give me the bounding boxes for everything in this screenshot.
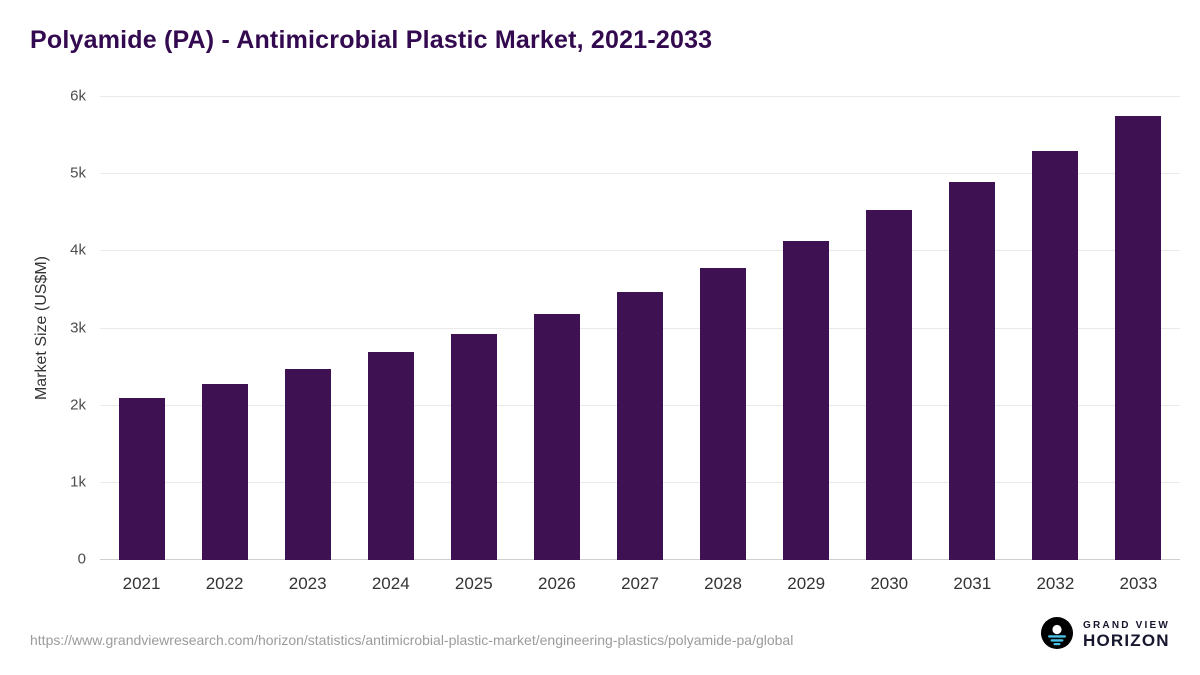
bar-slot-2022: 2022 — [183, 97, 266, 593]
bar-2030 — [866, 210, 913, 560]
bar-slot-2028: 2028 — [682, 97, 765, 593]
bar-slot-2029: 2029 — [765, 97, 848, 593]
y-tick-label: 0 — [77, 550, 86, 568]
bar-2021 — [118, 397, 165, 560]
y-axis-title: Market Size (US$M) — [33, 255, 50, 401]
bar-2029 — [783, 240, 830, 560]
gridline-4k: 4k — [70, 242, 1180, 259]
brand-name-bottom: HORIZON — [1083, 631, 1170, 651]
y-tick-label: 5k — [70, 164, 86, 182]
plot-area: 0 1k 2k 3k 4k 5k 6k 2021 2022 2023 2024 2025 2026 20… — [70, 88, 1180, 593]
bar-2024 — [367, 352, 414, 560]
bar-2022 — [201, 384, 248, 560]
y-tick-label: 3k — [70, 319, 86, 336]
bar-2025 — [450, 333, 497, 560]
x-tick-label-2026: 2026 — [538, 574, 576, 593]
bar-slot-2026: 2026 — [515, 97, 598, 593]
x-tick-label-2024: 2024 — [371, 574, 410, 593]
y-tick-label: 1k — [70, 473, 86, 491]
x-tick-label-2030: 2030 — [870, 574, 909, 593]
gridline-5k: 5k — [70, 165, 1180, 182]
bar-slot-2021: 2021 — [100, 97, 183, 593]
x-tick-label-2023: 2023 — [288, 574, 327, 593]
x-tick-label-2025: 2025 — [454, 574, 493, 593]
brand-name-top: GRAND VIEW — [1083, 619, 1170, 631]
x-tick-label-2029: 2029 — [787, 574, 826, 593]
x-tick-label-2021: 2021 — [122, 574, 161, 593]
y-tick-label: 4k — [70, 241, 86, 259]
bar-2026 — [533, 313, 580, 560]
bar-2028 — [700, 267, 747, 560]
bar-slot-2024: 2024 — [349, 97, 432, 593]
gridline-6k: 6k — [70, 88, 1180, 105]
bar-slot-2033: 2033 — [1097, 97, 1180, 593]
source-url: https://www.grandviewresearch.com/horizo… — [30, 632, 794, 648]
x-tick-label-2027: 2027 — [621, 574, 659, 593]
bar-slot-2027: 2027 — [598, 97, 681, 593]
x-tick-label-2033: 2033 — [1119, 574, 1158, 593]
bar-slot-2030: 2030 — [848, 97, 931, 593]
brand-logo-text: GRAND VIEW HORIZON — [1083, 620, 1170, 651]
bar-slot-2025: 2025 — [432, 97, 515, 593]
bar-slot-2023: 2023 — [266, 97, 349, 593]
x-tick-label-2028: 2028 — [704, 574, 742, 593]
bar-slot-2032: 2032 — [1014, 97, 1097, 593]
horizon-logo-icon — [1040, 616, 1074, 655]
x-tick-label-2031: 2031 — [953, 574, 992, 593]
bar-2027 — [617, 292, 663, 560]
bar-2031 — [949, 181, 996, 560]
x-tick-label-2022: 2022 — [205, 574, 244, 593]
y-tick-label: 2k — [70, 396, 86, 414]
y-tick-label: 6k — [70, 87, 86, 105]
bar-series: 2021 2022 2023 2024 2025 2026 2027 2028 2029 2030… — [100, 97, 1180, 593]
bar-2033 — [1115, 116, 1162, 560]
chart-title: Polyamide (PA) - Antimicrobial Plastic M… — [30, 26, 713, 54]
bar-slot-2031: 2031 — [931, 97, 1014, 593]
x-tick-label-2032: 2032 — [1036, 574, 1075, 593]
bar-2023 — [284, 368, 331, 560]
bar-2032 — [1032, 151, 1079, 560]
brand-logo[interactable]: GRAND VIEW HORIZON — [1040, 616, 1170, 655]
